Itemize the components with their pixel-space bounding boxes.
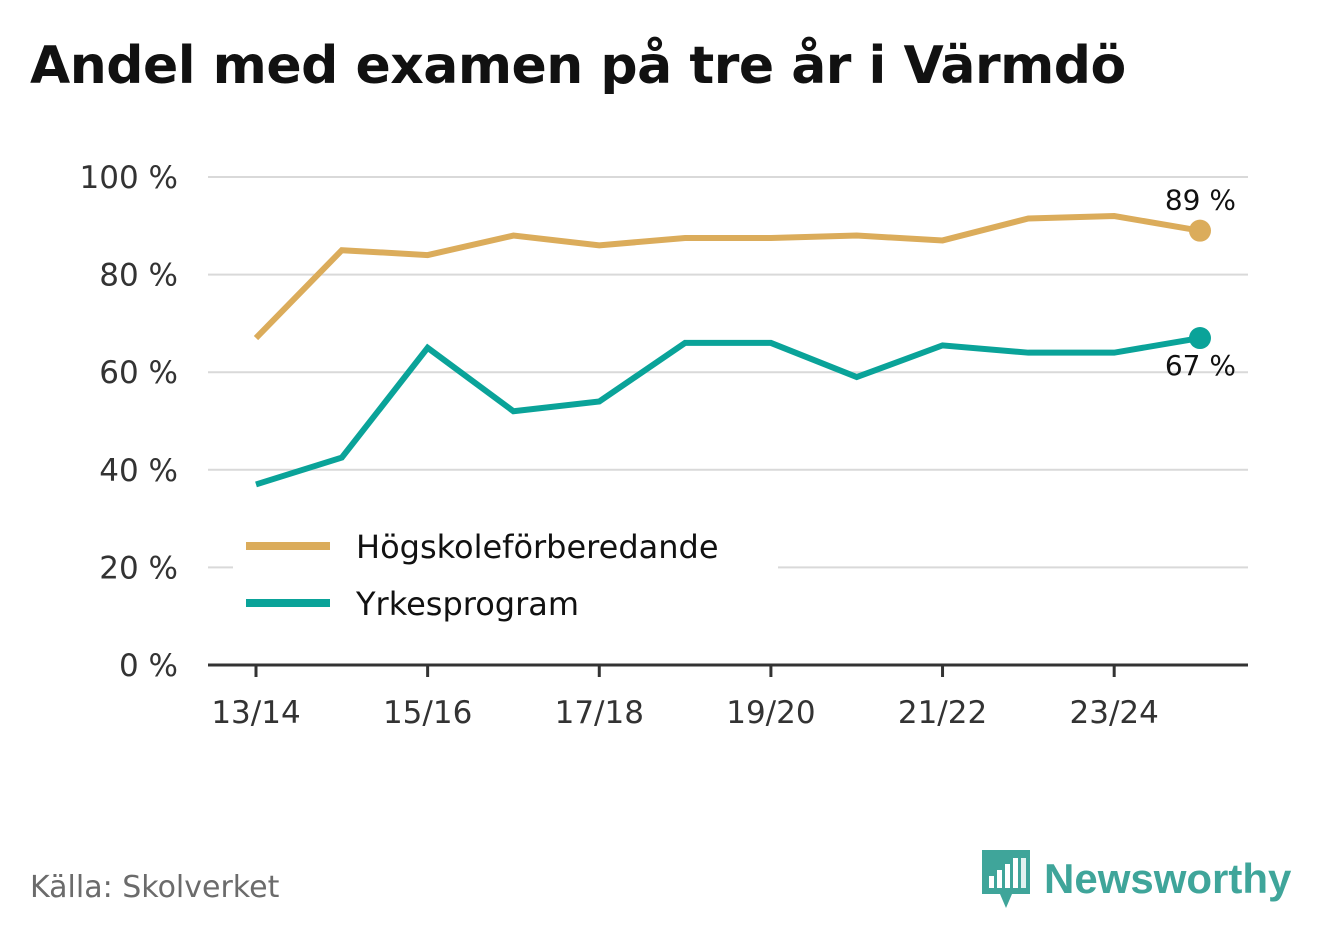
legend-background (233, 520, 778, 632)
series-line (253, 213, 1201, 341)
end-labels: 89 % 67 % (1165, 184, 1236, 382)
y-tick-label: 0 % (119, 648, 178, 684)
brand-logo: Newsworthy (980, 848, 1291, 910)
axes: 0 % 20 % 40 % 60 % 80 % 100 % 13/14 15/16 17/18 1… (80, 160, 1248, 731)
y-tick-label: 100 % (80, 160, 178, 196)
y-tick-label: 20 % (99, 550, 178, 586)
series (253, 213, 1211, 488)
x-tick-label: 21/22 (898, 695, 987, 731)
end-value-label: 89 % (1165, 184, 1236, 217)
y-tick-label: 80 % (99, 258, 178, 294)
x-tick-label: 15/16 (383, 695, 472, 731)
end-point-marker (1189, 327, 1211, 350)
legend-label: Yrkesprogram (355, 585, 579, 623)
end-value-label: 67 % (1165, 349, 1236, 382)
legend-label: Högskoleförberedande (356, 528, 719, 566)
x-tick-label: 13/14 (211, 695, 300, 731)
x-tick-label: 19/20 (726, 695, 815, 731)
chart-title: Andel med examen på tre år i Värmdö (30, 36, 1126, 96)
legend: Högskoleförberedande Yrkesprogram (233, 520, 778, 632)
newsworthy-logo-icon (982, 850, 1030, 908)
y-tick-label: 60 % (99, 355, 178, 391)
x-tick-label: 23/24 (1070, 695, 1159, 731)
source-note: Källa: Skolverket (30, 870, 280, 905)
series-line (255, 335, 1201, 488)
end-point-marker (1189, 219, 1211, 242)
brand-name: Newsworthy (1044, 855, 1292, 902)
x-tick-label: 17/18 (555, 695, 644, 731)
y-tick-label: 40 % (99, 453, 178, 489)
